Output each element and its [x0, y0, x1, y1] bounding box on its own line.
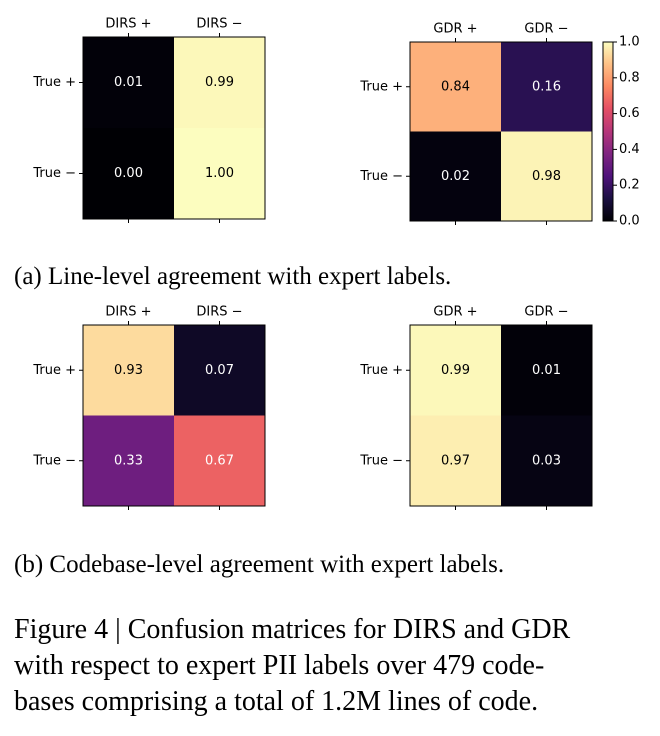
heatmap-cell	[410, 325, 502, 416]
x-tick-label: DIRS +	[105, 305, 151, 320]
cell-label: 1.00	[205, 166, 234, 181]
cell-label: 0.33	[114, 453, 143, 468]
cell-label: 0.16	[532, 79, 561, 94]
y-tick-label: True +	[32, 363, 76, 378]
plot-frame	[409, 324, 593, 507]
x-tick-label: DIRS +	[105, 17, 151, 32]
y-tick-label: True +	[359, 79, 403, 94]
x-tick-label: GDR +	[433, 305, 477, 320]
plot-frame	[409, 41, 593, 222]
heatmap-cell	[83, 415, 175, 507]
colorbar-tick-label: 0.8	[619, 70, 640, 85]
cell-label: 0.00	[114, 166, 143, 181]
colorbar-tick-label: 0.2	[619, 178, 640, 193]
colorbar	[602, 41, 614, 222]
colorbar-tick-label: 0.0	[619, 214, 640, 229]
y-tick-label: True −	[32, 166, 76, 181]
y-tick-label: True −	[359, 169, 403, 184]
cell-label: 0.01	[532, 363, 561, 378]
heatmap-cell	[83, 37, 175, 129]
y-tick-label: True −	[359, 453, 403, 468]
heatmap-cell	[174, 37, 266, 129]
plot-frame	[82, 324, 266, 507]
heatmap-cell	[501, 415, 593, 507]
heatmap-cell	[410, 131, 502, 222]
subcaption: (a) Line-level agreement with expert lab…	[14, 263, 451, 290]
figure-caption: bases comprising a total of 1.2M lines o…	[14, 686, 538, 717]
x-tick-label: GDR +	[433, 22, 477, 37]
colorbar-tick-label: 0.4	[619, 142, 640, 157]
cell-label: 0.07	[205, 363, 234, 378]
cell-label: 0.02	[441, 169, 470, 184]
cell-label: 0.67	[205, 453, 234, 468]
colorbar-tick-label: 1.0	[619, 35, 640, 50]
y-tick-label: True −	[32, 453, 76, 468]
colorbar-tick-label: 0.6	[619, 106, 640, 121]
cell-label: 0.01	[114, 75, 143, 90]
cell-label: 0.03	[532, 453, 561, 468]
figure-caption: with respect to expert PII labels over 4…	[14, 650, 544, 681]
x-tick-label: DIRS −	[196, 17, 242, 32]
heatmap-cell	[410, 415, 502, 507]
cell-label: 0.84	[441, 79, 470, 94]
x-tick-label: DIRS −	[196, 305, 242, 320]
heatmap-cell	[174, 415, 266, 507]
figure-caption: Figure 4 | Confusion matrices for DIRS a…	[14, 614, 571, 645]
x-tick-label: GDR −	[524, 22, 568, 37]
heatmap-cell	[410, 42, 502, 132]
heatmap-cell	[501, 42, 593, 132]
heatmap-cell	[174, 128, 266, 220]
heatmap-cell	[83, 325, 175, 416]
x-tick-label: GDR −	[524, 305, 568, 320]
cell-label: 0.99	[205, 75, 234, 90]
heatmap-cell	[501, 131, 593, 222]
y-tick-label: True +	[359, 363, 403, 378]
cell-label: 0.97	[441, 453, 470, 468]
heatmap-cell	[174, 325, 266, 416]
heatmap-cell	[501, 325, 593, 416]
cell-label: 0.99	[441, 363, 470, 378]
heatmap-cell	[83, 128, 175, 220]
cell-label: 0.93	[114, 363, 143, 378]
plot-frame	[82, 36, 266, 220]
subcaption: (b) Codebase-level agreement with expert…	[14, 551, 504, 578]
cell-label: 0.98	[532, 169, 561, 184]
y-tick-label: True +	[32, 75, 76, 90]
